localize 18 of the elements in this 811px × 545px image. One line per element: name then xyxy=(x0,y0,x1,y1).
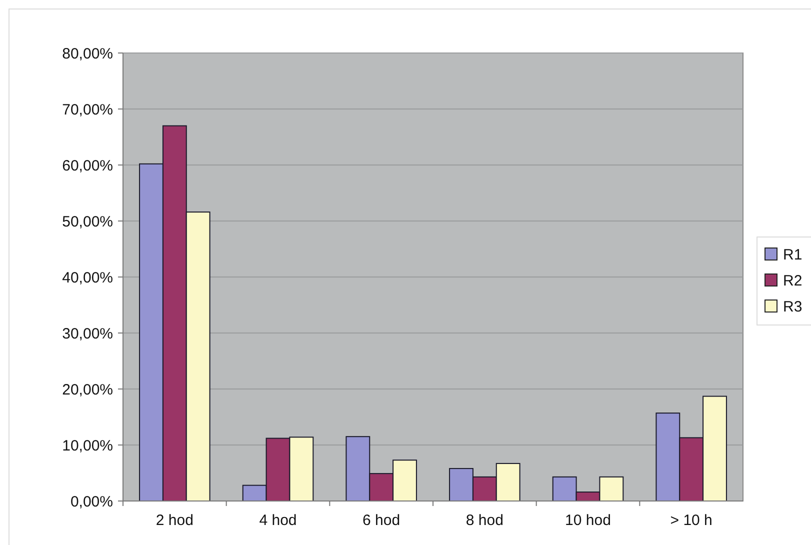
x-tick-label: 4 hod xyxy=(259,512,297,529)
x-tick-label: 10 hod xyxy=(565,512,611,529)
y-tick-label: 0,00% xyxy=(70,493,113,510)
y-tick-label: 70,00% xyxy=(62,101,113,118)
y-tick-label: 10,00% xyxy=(62,437,113,454)
legend-label: R2 xyxy=(783,272,802,290)
legend-label: R3 xyxy=(783,298,802,316)
x-tick-label: 6 hod xyxy=(362,512,400,529)
x-tick-label: > 10 h xyxy=(670,512,712,529)
x-tick-label: 8 hod xyxy=(466,512,504,529)
legend-label: R1 xyxy=(783,246,802,264)
y-tick-label: 20,00% xyxy=(62,381,113,398)
y-tick-label: 40,00% xyxy=(62,269,113,286)
y-tick-label: 30,00% xyxy=(62,325,113,342)
y-tick-label: 80,00% xyxy=(62,45,113,62)
y-tick-label: 50,00% xyxy=(62,213,113,230)
x-tick-label: 2 hod xyxy=(156,512,194,529)
y-tick-label: 60,00% xyxy=(62,157,113,174)
